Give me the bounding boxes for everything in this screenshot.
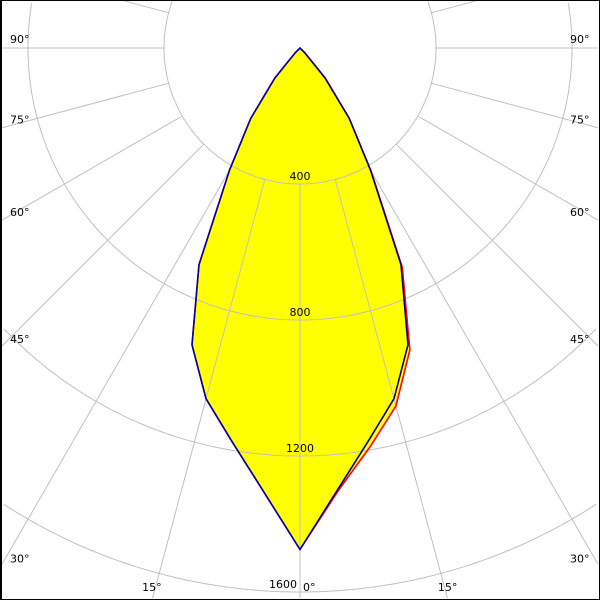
- angle-label-left-0: 0°: [303, 581, 316, 594]
- grid-ray-15: [334, 179, 448, 599]
- radial-label-1200: 1200: [286, 442, 314, 455]
- grid-circle-1200: [3, 328, 597, 457]
- grid-ray-105: [431, 1, 476, 14]
- angle-label-right-15: 15°: [438, 581, 458, 594]
- angle-label-left-90: 90°: [10, 33, 30, 46]
- grid-ray-315: [2, 143, 205, 347]
- angle-label-right-45: 45°: [570, 333, 590, 346]
- angle-label-left-75: 75°: [10, 113, 30, 126]
- angle-label-left-45: 45°: [10, 333, 30, 346]
- angle-label-left-60: 60°: [10, 206, 30, 219]
- grid-ray-285: [2, 82, 169, 129]
- intensity-curve-2: [191, 46, 409, 552]
- grid-ray-300: [2, 115, 183, 221]
- grid-ray-345: [152, 179, 266, 599]
- grid-circle-1600: [3, 503, 597, 593]
- grid-ray-60: [417, 115, 598, 221]
- grid-circle-800: [27, 3, 573, 321]
- radial-label-800: 800: [290, 306, 311, 319]
- intensity-fill: [192, 48, 410, 550]
- grid-circle-400: [163, 1, 437, 185]
- radial-label-400: 400: [290, 170, 311, 183]
- grid-ray-255: [124, 1, 169, 14]
- angle-label-right-60: 60°: [570, 206, 590, 219]
- radial-label-1600: 1600: [269, 578, 297, 591]
- angle-label-right-30: 30°: [570, 553, 590, 566]
- grid-ray-330: [2, 165, 233, 565]
- grid-ray-75: [431, 82, 598, 129]
- angle-label-right-90: 90°: [570, 33, 590, 46]
- angle-label-left-15: 15°: [142, 581, 162, 594]
- angle-label-left-30: 30°: [10, 553, 30, 566]
- grid-ray-45: [395, 143, 598, 347]
- angle-label-right-75: 75°: [570, 113, 590, 126]
- grid-ray-30: [367, 165, 598, 565]
